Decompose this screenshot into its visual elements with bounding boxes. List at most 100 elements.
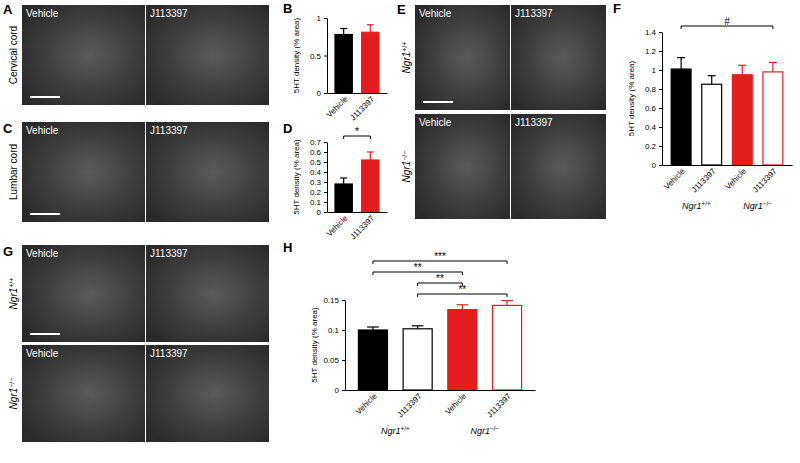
group-label: Ngr1+/+ <box>381 425 410 437</box>
bar <box>493 305 522 390</box>
micrograph <box>146 345 269 442</box>
y-tick-mark <box>659 32 662 33</box>
micrograph <box>146 245 269 342</box>
y-axis: 00.10.20.30.40.50.60.7 <box>310 138 328 217</box>
x-tick: Vehicle <box>444 391 469 416</box>
y-tick: 0.6 <box>310 148 327 157</box>
label-superscript: +/+ <box>400 425 409 432</box>
x-tick-label: J113397 <box>348 94 376 122</box>
significance-label: ** <box>458 284 466 295</box>
panel-letter: E <box>397 2 406 17</box>
y-tick-label: 0.6 <box>310 148 322 157</box>
x-tick-label: Vehicle <box>723 166 748 191</box>
x-axis-line <box>328 93 388 94</box>
label-italic-part: Ngr1 <box>381 426 401 436</box>
bar-chart: 00.050.10.15VehicleJ113397VehicleJ113397… <box>310 251 536 436</box>
error-bar <box>343 178 344 184</box>
x-tick: Vehicle <box>723 166 748 191</box>
y-tick-mark <box>342 330 345 331</box>
x-tick-label: Vehicle <box>325 213 350 238</box>
x-tick-label: J113397 <box>690 166 718 194</box>
error-bar-cap <box>738 65 746 66</box>
y-tick-mark <box>324 93 327 94</box>
y-tick: 0.5 <box>310 52 327 61</box>
y-tick-mark <box>659 127 662 128</box>
y-tick-label: 0.4 <box>310 168 322 177</box>
y-tick-mark <box>659 108 662 109</box>
group-label: Ngr1−/− <box>743 200 772 212</box>
y-tick-label: 1 <box>652 66 657 75</box>
panel-letter: A <box>3 2 13 17</box>
micrograph <box>22 122 145 222</box>
label-italic-part: Ngr1 <box>682 201 702 211</box>
x-tick-label: J113397 <box>348 213 376 241</box>
scale-bar <box>423 101 453 103</box>
bar <box>362 32 379 93</box>
error-bar-cap <box>367 24 374 25</box>
y-tick-mark <box>659 165 662 166</box>
error-bar-cap <box>367 326 379 327</box>
label-superscript: +/+ <box>702 200 711 207</box>
y-tick: 0 <box>317 89 327 98</box>
y-tick: 0.7 <box>310 138 327 147</box>
label-italic-part: Ngr1 <box>401 161 412 183</box>
y-tick-label: 0.6 <box>645 104 657 113</box>
error-bar-cap <box>677 57 685 58</box>
y-tick-mark <box>342 360 345 361</box>
image-panel: Cervical cordVehicleJ113397 <box>8 5 269 105</box>
significance-label: # <box>724 16 730 27</box>
y-tick-mark <box>659 51 662 52</box>
x-tick: Vehicle <box>325 213 350 238</box>
y-tick-mark <box>342 390 345 391</box>
error-bar <box>370 152 371 160</box>
y-tick-label: 1 <box>317 14 322 23</box>
y-tick: 0 <box>317 208 327 217</box>
x-axis-line <box>328 212 388 213</box>
panel-letter: G <box>3 244 13 259</box>
x-tick: J113397 <box>485 391 513 419</box>
y-tick: 0.3 <box>310 178 327 187</box>
micrograph <box>146 5 269 105</box>
label-italic-part: Ngr1 <box>470 426 490 436</box>
x-tick-label: Vehicle <box>325 94 350 119</box>
y-tick: 0.1 <box>328 326 345 335</box>
y-tick-mark <box>324 56 327 57</box>
y-tick-label: 0.7 <box>310 138 322 147</box>
y-tick: 1 <box>652 66 662 75</box>
image-label: Vehicle <box>419 117 452 128</box>
label-italic-part: Ngr1 <box>401 52 412 74</box>
y-axis-line <box>345 301 346 391</box>
y-tick-label: 0.8 <box>645 85 657 94</box>
micrograph <box>22 245 145 342</box>
y-tick-label: 0.05 <box>323 356 339 365</box>
error-bar <box>772 62 773 72</box>
y-tick: 0.2 <box>645 142 662 151</box>
bar <box>335 184 352 212</box>
y-tick-label: 0.3 <box>310 178 322 187</box>
bar <box>702 84 722 165</box>
error-bar <box>370 25 371 33</box>
y-tick: 0.8 <box>645 85 662 94</box>
x-tick: Vehicle <box>325 94 350 119</box>
x-axis: VehicleJ113397 <box>325 94 388 123</box>
y-axis-line <box>327 143 328 213</box>
y-tick-label: 0 <box>317 208 322 217</box>
image-label: J113397 <box>515 8 553 19</box>
panel-letter: H <box>283 240 292 255</box>
error-bar-cap <box>340 177 347 178</box>
y-tick: 0.05 <box>323 356 345 365</box>
group-label: Ngr1−/− <box>470 425 499 437</box>
y-tick: 1.2 <box>645 47 662 56</box>
bar <box>403 329 432 390</box>
error-bar <box>343 29 344 35</box>
y-tick-label: 0 <box>652 161 657 170</box>
y-tick: 0.4 <box>645 123 662 132</box>
y-tick-mark <box>659 70 662 71</box>
x-tick: Vehicle <box>662 166 687 191</box>
significance-label: ** <box>436 273 444 284</box>
y-tick-label: 0.15 <box>323 296 339 305</box>
image-label: J113397 <box>515 117 553 128</box>
image-panel: Lumbar cordVehicleJ113397 <box>8 122 269 222</box>
x-tick: J113397 <box>396 391 424 419</box>
significance-label: *** <box>434 251 446 262</box>
